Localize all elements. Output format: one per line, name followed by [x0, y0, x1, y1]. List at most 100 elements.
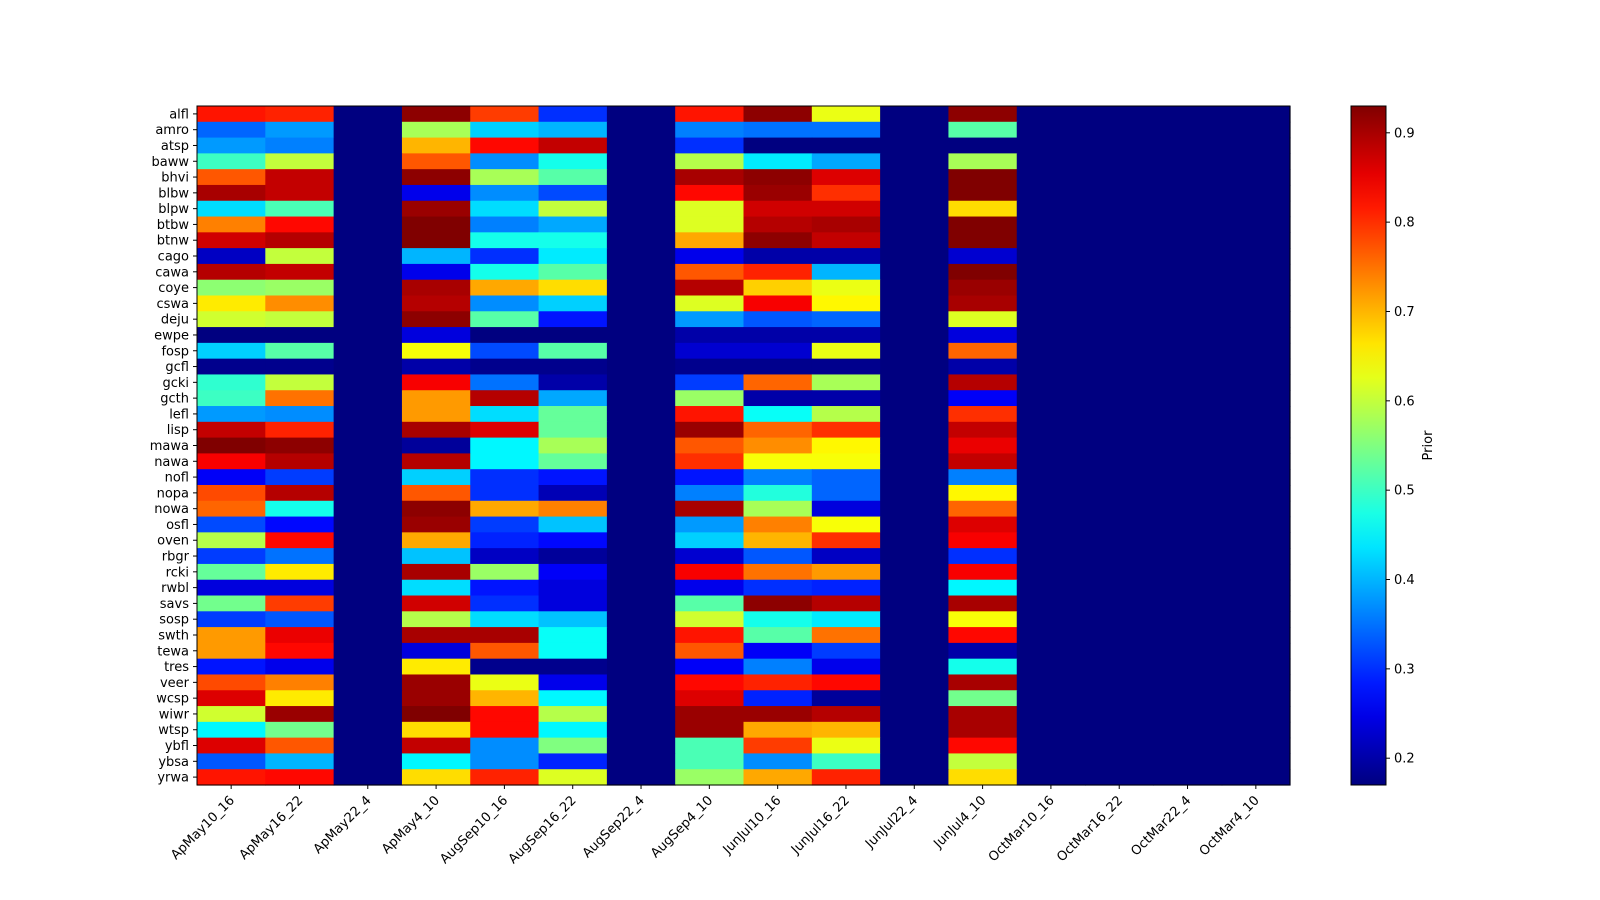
heatmap-cell-ewpe-JunJul4_10 — [948, 327, 1018, 344]
heatmap-cell-deju-ApMay16_22 — [265, 311, 335, 328]
heatmap-cell-cago-AugSep22_4 — [606, 248, 676, 265]
heatmap-cell-cago-ApMay4_10 — [401, 248, 471, 265]
heatmap-cell-fosp-JunJul10_16 — [743, 342, 813, 360]
heatmap-cell-ewpe-ApMay16_22 — [265, 327, 335, 344]
heatmap-cell-rcki-OctMar10_16 — [1016, 563, 1086, 581]
heatmap-cell-gcth-JunJul10_16 — [743, 390, 813, 407]
heatmap-cell-btbw-ApMay16_22 — [265, 216, 335, 233]
heatmap-cell-blpw-AugSep16_22 — [538, 200, 608, 218]
heatmap-cell-wiwr-ApMay16_22 — [265, 706, 335, 723]
heatmap-cell-coye-JunJul4_10 — [948, 279, 1018, 297]
heatmap-cell-rbgr-JunJul22_4 — [880, 548, 950, 565]
heatmap-cell-ybfl-AugSep4_10 — [675, 737, 745, 755]
heatmap-cell-tewa-JunJul16_22 — [811, 642, 881, 660]
heatmap-cell-swth-AugSep4_10 — [675, 627, 745, 644]
heatmap-cell-gcth-ApMay10_16 — [197, 390, 266, 407]
heatmap-cell-gcki-ApMay4_10 — [401, 374, 471, 391]
heatmap-cell-cawa-AugSep22_4 — [606, 263, 676, 281]
heatmap-cell-nofl-OctMar4_10 — [1221, 469, 1291, 486]
heatmap-cell-lefl-OctMar16_22 — [1085, 406, 1154, 423]
heatmap-cell-ybfl-AugSep10_16 — [470, 737, 540, 755]
y-tick-label-atsp: atsp — [161, 139, 189, 154]
heatmap-cell-alfl-OctMar16_22 — [1085, 106, 1154, 123]
heatmap-cell-osfl-OctMar4_10 — [1221, 516, 1291, 533]
heatmap-cell-tres-ApMay16_22 — [265, 658, 335, 676]
heatmap-cell-ewpe-AugSep4_10 — [675, 327, 745, 344]
heatmap-cell-fosp-JunJul4_10 — [948, 342, 1018, 360]
heatmap-cell-sosp-ApMay22_4 — [333, 611, 403, 628]
heatmap-cell-wtsp-OctMar16_22 — [1085, 721, 1154, 739]
heatmap-cell-mawa-AugSep22_4 — [606, 437, 676, 454]
heatmap-cell-rcki-ApMay10_16 — [197, 563, 266, 581]
colorbar-tick-label: 0.7 — [1394, 305, 1415, 320]
heatmap-cell-veer-ApMay22_4 — [333, 674, 403, 691]
heatmap-cell-cswa-ApMay10_16 — [197, 295, 266, 312]
heatmap-cell-rbgr-AugSep10_16 — [470, 548, 540, 565]
heatmap-cell-nopa-AugSep4_10 — [675, 484, 745, 502]
heatmap-cell-lisp-OctMar22_4 — [1153, 421, 1223, 439]
heatmap-cell-btbw-ApMay22_4 — [333, 216, 403, 233]
heatmap-cell-deju-JunJul22_4 — [880, 311, 950, 328]
heatmap-cell-nofl-OctMar16_22 — [1085, 469, 1154, 486]
heatmap-cell-cawa-ApMay16_22 — [265, 263, 335, 281]
heatmap-cell-cawa-JunJul22_4 — [880, 263, 950, 281]
heatmap-cell-rwbl-AugSep16_22 — [538, 579, 608, 597]
heatmap-cell-wiwr-ApMay4_10 — [401, 706, 471, 723]
heatmap-cell-sosp-AugSep16_22 — [538, 611, 608, 628]
heatmap-cell-alfl-JunJul10_16 — [743, 106, 813, 123]
heatmap-cell-osfl-ApMay16_22 — [265, 516, 335, 533]
heatmap-cell-tres-JunJul16_22 — [811, 658, 881, 676]
x-tick-label-JunJul22_4: JunJul22_4 — [862, 793, 921, 852]
heatmap-cell-coye-ApMay16_22 — [265, 279, 335, 297]
y-tick-label-nopa: nopa — [157, 486, 189, 501]
heatmap-cell-fosp-OctMar10_16 — [1016, 342, 1086, 360]
heatmap-cell-baww-JunJul22_4 — [880, 153, 950, 170]
heatmap-cell-atsp-ApMay10_16 — [197, 137, 266, 154]
heatmap-cell-gcki-AugSep10_16 — [470, 374, 540, 391]
heatmap-cell-wtsp-ApMay10_16 — [197, 721, 266, 739]
heatmap-cell-tewa-ApMay22_4 — [333, 642, 403, 660]
heatmap-cell-lefl-JunJul10_16 — [743, 406, 813, 423]
heatmap-cell-ybfl-OctMar22_4 — [1153, 737, 1223, 755]
heatmap-cell-tewa-AugSep4_10 — [675, 642, 745, 660]
heatmap-cell-ewpe-OctMar4_10 — [1221, 327, 1291, 344]
heatmap-cell-nofl-OctMar22_4 — [1153, 469, 1223, 486]
heatmap-cell-yrwa-AugSep16_22 — [538, 769, 608, 786]
heatmap-cell-cawa-OctMar22_4 — [1153, 263, 1223, 281]
heatmap-cell-fosp-OctMar4_10 — [1221, 342, 1291, 360]
heatmap-cell-ewpe-ApMay4_10 — [401, 327, 471, 344]
heatmap-cell-oven-JunJul4_10 — [948, 532, 1018, 549]
heatmap-cell-alfl-AugSep16_22 — [538, 106, 608, 123]
heatmap-cell-rwbl-ApMay4_10 — [401, 579, 471, 597]
heatmap-cell-atsp-AugSep4_10 — [675, 137, 745, 154]
colorbar — [1351, 106, 1386, 785]
heatmap-cell-oven-AugSep16_22 — [538, 532, 608, 549]
heatmap-cell-oven-OctMar16_22 — [1085, 532, 1154, 549]
heatmap-cell-ybsa-JunJul22_4 — [880, 753, 950, 770]
heatmap-cell-gcth-OctMar10_16 — [1016, 390, 1086, 407]
heatmap-cell-amro-JunJul4_10 — [948, 121, 1018, 139]
heatmap-cell-nawa-AugSep16_22 — [538, 453, 608, 470]
heatmap-cell-veer-JunJul4_10 — [948, 674, 1018, 691]
heatmap-cell-blbw-OctMar16_22 — [1085, 184, 1154, 202]
y-tick-label-wcsp: wcsp — [156, 692, 189, 707]
heatmap-cell-fosp-AugSep16_22 — [538, 342, 608, 360]
heatmap-cell-alfl-OctMar10_16 — [1016, 106, 1086, 123]
heatmap-cell-lefl-ApMay22_4 — [333, 406, 403, 423]
heatmap-cell-wiwr-OctMar4_10 — [1221, 706, 1291, 723]
heatmap-cell-osfl-JunJul22_4 — [880, 516, 950, 533]
heatmap-cell-wtsp-OctMar10_16 — [1016, 721, 1086, 739]
heatmap-cell-gcfl-AugSep10_16 — [470, 358, 540, 376]
heatmap-cell-rcki-AugSep4_10 — [675, 563, 745, 581]
heatmap-cell-ewpe-JunJul10_16 — [743, 327, 813, 344]
heatmap-cell-fosp-ApMay10_16 — [197, 342, 266, 360]
y-tick-label-fosp: fosp — [161, 344, 189, 359]
heatmap-cell-wiwr-JunJul10_16 — [743, 706, 813, 723]
heatmap-cell-nofl-AugSep22_4 — [606, 469, 676, 486]
heatmap-cell-btnw-AugSep22_4 — [606, 232, 676, 249]
heatmap-cell-nawa-JunJul4_10 — [948, 453, 1018, 470]
heatmap-cell-ewpe-OctMar10_16 — [1016, 327, 1086, 344]
heatmap-cell-atsp-JunJul4_10 — [948, 137, 1018, 154]
heatmap-cell-swth-JunJul4_10 — [948, 627, 1018, 644]
heatmap-cell-blbw-ApMay16_22 — [265, 184, 335, 202]
